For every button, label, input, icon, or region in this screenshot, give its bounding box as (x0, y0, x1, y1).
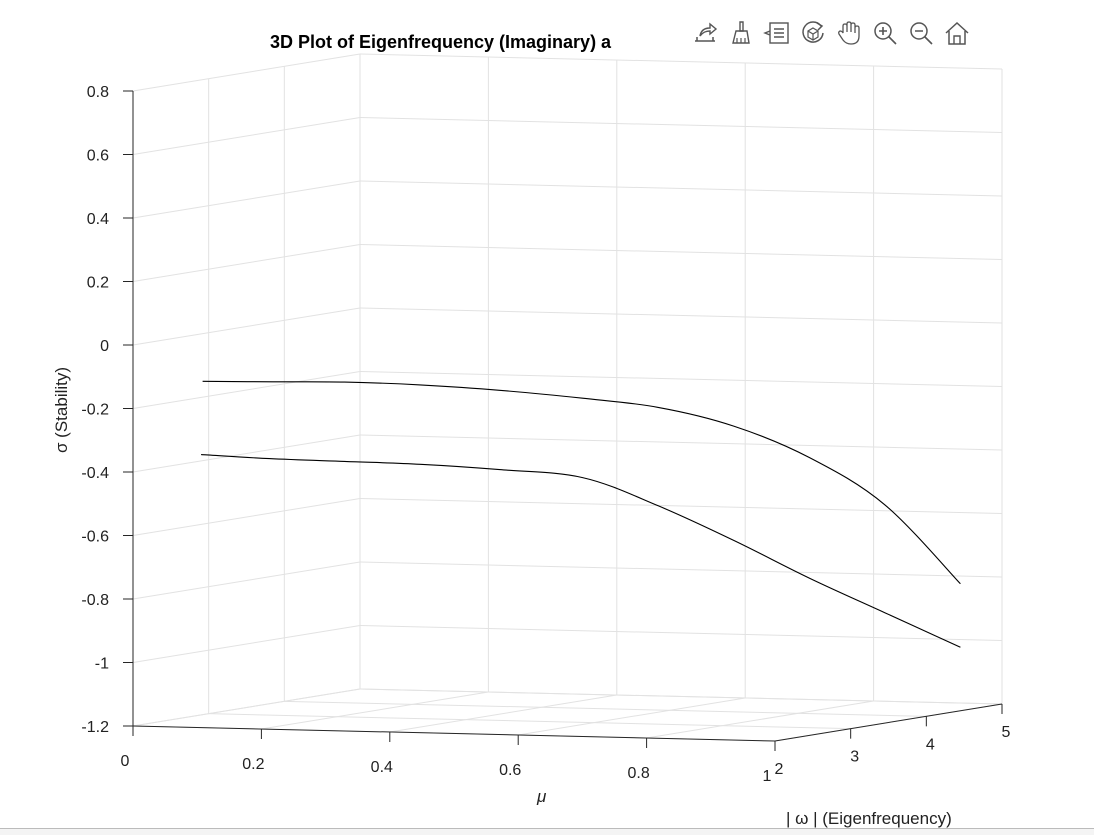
grid-lines (132, 53, 1003, 742)
zoom-in-icon (874, 22, 897, 45)
grid-line (132, 371, 361, 409)
export-button[interactable] (690, 17, 720, 49)
grid-line (284, 700, 927, 717)
datatips-button[interactable] (762, 17, 792, 49)
home-icon (945, 21, 969, 45)
grid-line (389, 694, 617, 733)
z-tick-label: 0.8 (87, 84, 109, 101)
grid-line (132, 498, 361, 536)
pan-hand-icon (838, 21, 860, 45)
axes-box (123, 90, 1003, 751)
grid-line (359, 434, 1003, 451)
grid-line (359, 244, 1003, 260)
y-axis-line (774, 703, 1003, 742)
series-line (201, 454, 961, 648)
z-tick-label: -1 (95, 656, 109, 673)
grid-line (132, 180, 361, 219)
grid-line (132, 244, 361, 282)
home-button[interactable] (942, 17, 972, 49)
y-tick-label: 4 (926, 736, 935, 753)
grid-line (359, 180, 1003, 197)
grid-line (208, 713, 851, 730)
grid-line (132, 561, 361, 600)
z-tick-label: 0.6 (87, 148, 109, 165)
zoom-in-button[interactable] (870, 17, 900, 49)
grid-line (132, 53, 361, 92)
x-tick-label: 0.8 (627, 765, 649, 782)
y-tick-label: 3 (850, 749, 859, 766)
z-tick-label: -0.8 (81, 592, 109, 609)
datatips-icon (763, 22, 789, 44)
x-tick-label: 0.6 (499, 762, 521, 779)
grid-line (359, 53, 1003, 70)
brush-button[interactable] (726, 17, 756, 49)
grid-line (132, 688, 361, 727)
y-axis-label: | ω | (Eigenfrequency) (786, 809, 952, 828)
grid-line (359, 688, 1003, 705)
window-bottom-edge (0, 828, 1094, 835)
grid-line (518, 697, 746, 736)
y-tick-label: 5 (1002, 724, 1011, 741)
x-tick-label: 0 (121, 753, 130, 770)
grid-line (132, 434, 361, 473)
x-axis-label: μ (536, 787, 547, 806)
pan-button[interactable] (834, 17, 864, 49)
grid-line (359, 117, 1003, 133)
series-line (202, 380, 961, 585)
grid-line (132, 117, 361, 155)
zoom-out-button[interactable] (906, 17, 936, 49)
grid-line (359, 498, 1003, 514)
z-tick-label: -0.6 (81, 529, 109, 546)
grid-line (261, 691, 489, 730)
grid-line (646, 700, 874, 739)
grid-line (359, 307, 1003, 324)
x-tick-label: 0.2 (242, 756, 264, 773)
grid-line (359, 561, 1003, 578)
z-tick-label: 0.4 (87, 211, 109, 228)
chart-title: 3D Plot of Eigenfrequency (Imaginary) a (270, 32, 612, 52)
z-axis-label: σ (Stability) (52, 367, 71, 453)
z-tick-label: -1.2 (81, 719, 109, 736)
brush-icon (732, 21, 750, 44)
tick-labels: 0 0.2 0.4 0.6 0.8 1 2 3 4 5 -1.2 -1 -0.8 -0.6 -0.4 -0.2… (81, 84, 1010, 785)
x-tick-label: 1 (763, 768, 772, 785)
grid-line (132, 625, 361, 663)
data-curves (201, 380, 961, 648)
export-icon (695, 22, 718, 42)
zoom-out-icon (910, 22, 933, 45)
z-tick-label: -0.4 (81, 465, 109, 482)
grid-line (132, 307, 361, 346)
z-tick-label: -0.2 (81, 402, 109, 419)
x-tick-label: 0.4 (371, 759, 393, 776)
z-tick-label: 0.2 (87, 275, 109, 292)
x-axis-line (132, 725, 776, 742)
rotate-3d-icon (802, 21, 824, 43)
grid-line (359, 371, 1003, 387)
grid-line (359, 625, 1003, 641)
y-tick-label: 2 (775, 761, 784, 778)
rotate-3d-button[interactable] (798, 17, 828, 49)
axes-toolbar (686, 14, 976, 52)
z-tick-label: 0 (100, 338, 109, 355)
